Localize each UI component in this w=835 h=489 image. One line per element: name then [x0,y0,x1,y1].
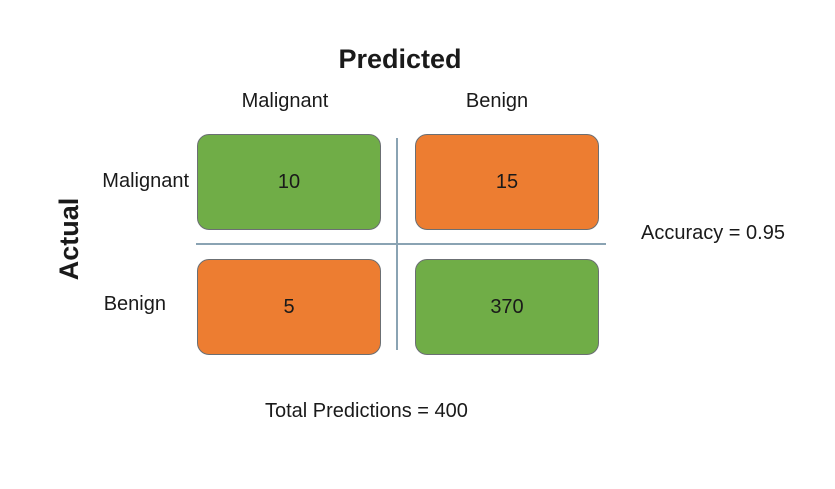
predicted-axis-title: Predicted [338,44,462,74]
cell-value: 5 [283,295,295,318]
horizontal-divider [196,243,606,245]
cell-true-malignant: 10 [197,134,381,230]
cell-value: 15 [495,170,519,193]
row-label-malignant: Malignant [102,170,189,192]
total-predictions-label: Total Predictions = 400 [265,400,468,422]
actual-axis-title: Actual [54,197,84,281]
cell-value: 370 [490,295,524,318]
column-label-malignant: Malignant [241,90,329,112]
row-label-benign: Benign [103,293,166,315]
column-label-benign: Benign [465,90,529,112]
cell-true-benign: 370 [415,259,599,355]
cell-value: 10 [277,170,301,193]
cell-false-malignant: 5 [197,259,381,355]
accuracy-label: Accuracy = 0.95 [641,222,785,244]
cell-false-benign: 15 [415,134,599,230]
